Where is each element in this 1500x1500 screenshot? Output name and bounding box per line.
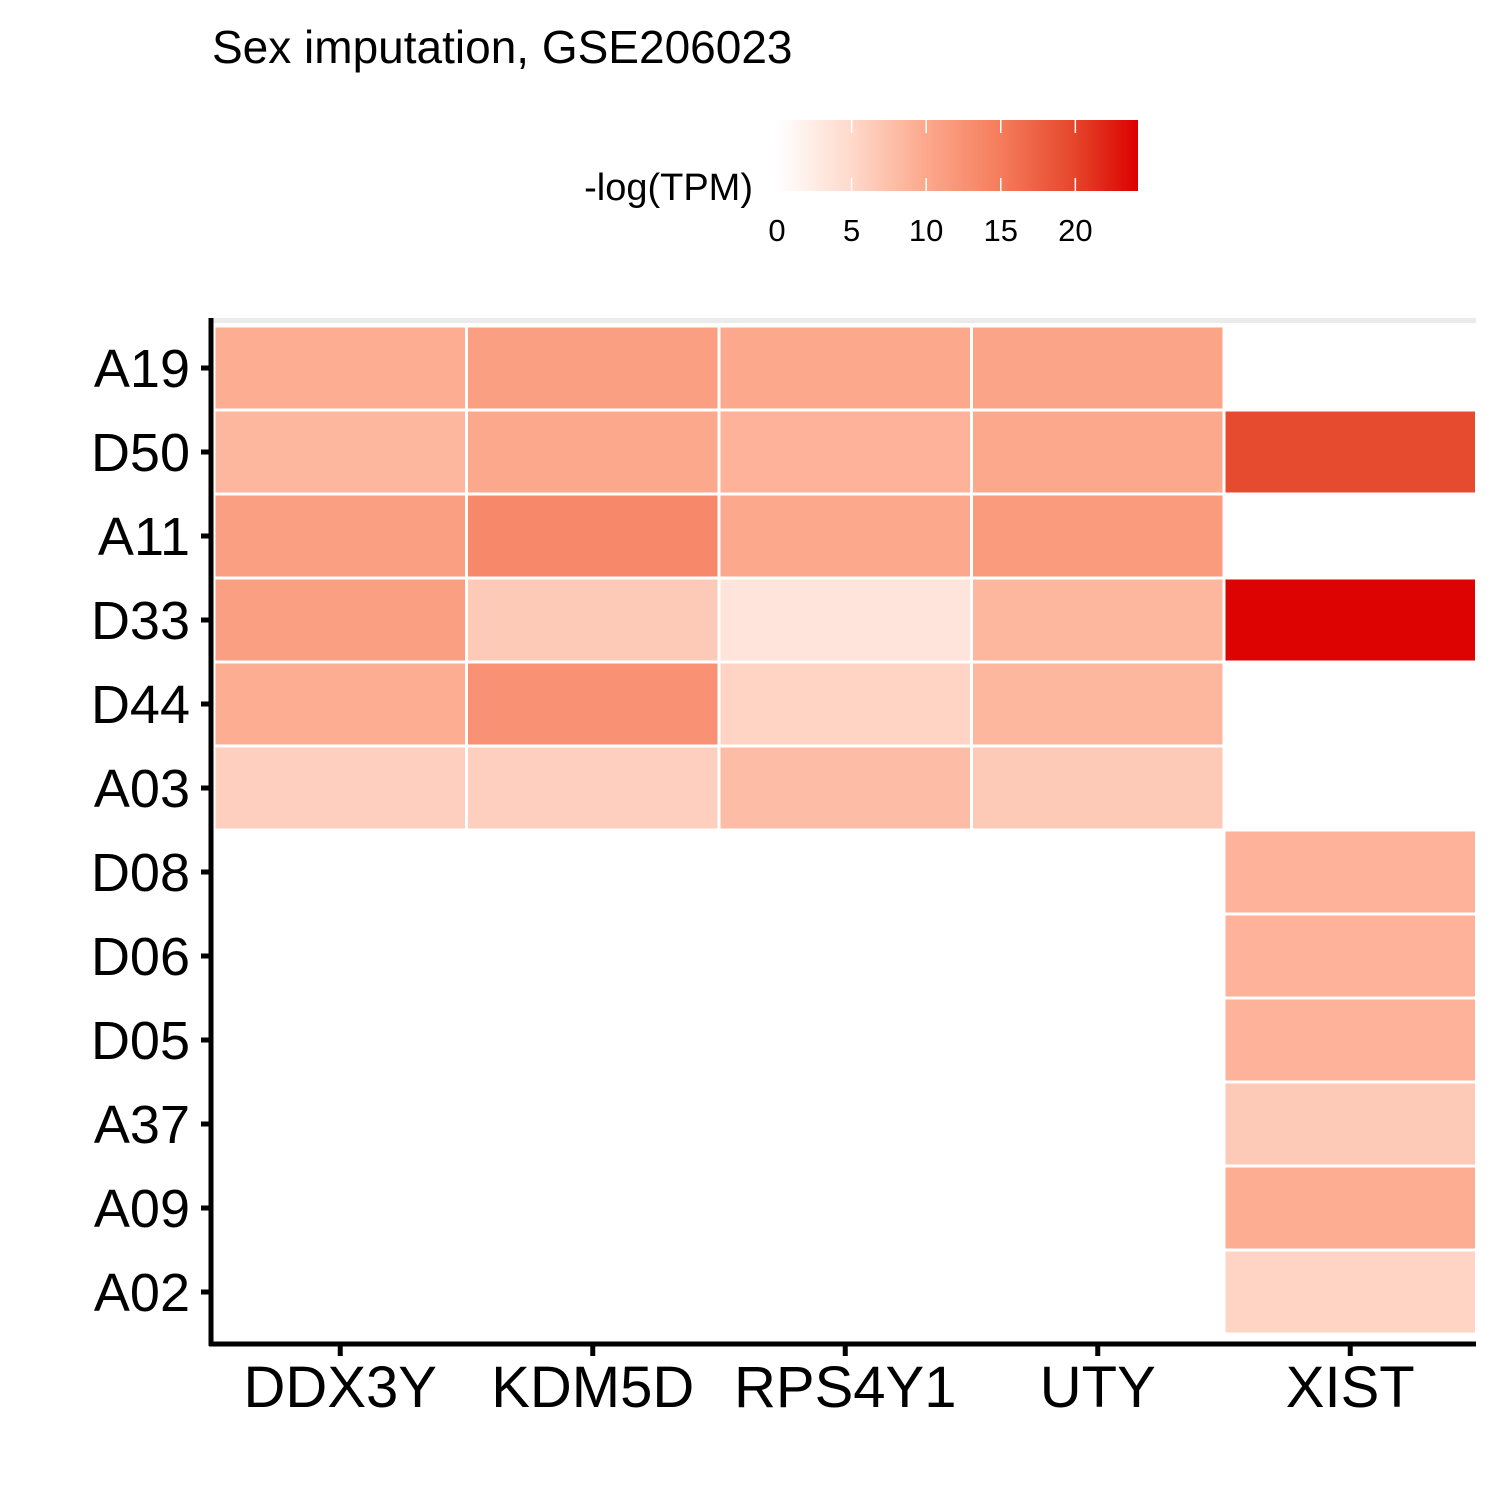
legend-tick-label: 5: [843, 213, 860, 248]
y-tick-label: A19: [94, 339, 190, 399]
heatmap-cell: [1222, 912, 1478, 1000]
heatmap-cell: [465, 1248, 721, 1336]
heatmap-cell: [465, 996, 721, 1084]
heatmap-cell: [970, 1080, 1226, 1168]
legend-tick-label: 20: [1058, 213, 1092, 248]
heatmap-cell: [465, 324, 721, 412]
heatmap-cell: [717, 660, 973, 748]
heatmap-cell: [970, 996, 1226, 1084]
heatmap-cell: [212, 576, 468, 664]
heatmap-cell: [212, 408, 468, 496]
heatmap-cell: [465, 828, 721, 916]
color-legend: -log(TPM) 0 5 10 15 20: [584, 120, 1138, 248]
heatmap-cell: [212, 324, 468, 412]
heatmap-cell: [970, 324, 1226, 412]
heatmap-cell: [970, 576, 1226, 664]
heatmap-cell: [465, 660, 721, 748]
heatmap-cell: [465, 492, 721, 580]
heatmap-cell: [212, 1164, 468, 1252]
heatmap-cell: [717, 324, 973, 412]
heatmap-cell: [970, 492, 1226, 580]
heatmap-cell: [212, 492, 468, 580]
heatmap-cell: [1222, 828, 1478, 916]
x-tick-label: DDX3Y: [244, 1355, 437, 1420]
y-tick-label: A11: [98, 507, 190, 567]
legend-colorbar: [777, 120, 1138, 191]
legend-tick-label: 0: [768, 213, 785, 248]
heatmap-cell: [717, 1164, 973, 1252]
heatmap-cell: [1222, 660, 1478, 748]
y-axis: A19 D50 A11 D33 D44 A03 D08 D06 D05 A37 A09 A02: [91, 339, 211, 1323]
chart-title: Sex imputation, GSE206023: [212, 21, 792, 73]
heatmap-cell: [212, 660, 468, 748]
heatmap-cell: [1222, 1080, 1478, 1168]
x-axis: DDX3Y KDM5D RPS4Y1 UTY XIST: [244, 1344, 1415, 1420]
heatmap-cell: [970, 1248, 1226, 1336]
heatmap-cell: [465, 408, 721, 496]
heatmap-cell: [212, 828, 468, 916]
heatmap-cell: [1222, 576, 1478, 664]
heatmap-cell: [717, 828, 973, 916]
heatmap-cell: [465, 1080, 721, 1168]
heatmap-cell: [465, 744, 721, 832]
heatmap-cell: [1222, 492, 1478, 580]
y-tick-label: A09: [94, 1179, 190, 1239]
heatmap-cell: [212, 1080, 468, 1168]
heatmap-cell: [465, 912, 721, 1000]
heatmap-cell: [717, 744, 973, 832]
heatmap-cell: [212, 744, 468, 832]
y-tick-label: A02: [94, 1263, 190, 1323]
heatmap-cell: [465, 576, 721, 664]
x-tick-label: UTY: [1040, 1355, 1156, 1420]
heatmap-cell: [717, 576, 973, 664]
x-tick-label: KDM5D: [491, 1355, 694, 1420]
y-tick-label: D50: [91, 423, 190, 483]
x-tick-label: RPS4Y1: [734, 1355, 956, 1420]
legend-tick-label: 15: [984, 213, 1018, 248]
heatmap-cell: [1222, 744, 1478, 832]
heatmap-cell: [970, 660, 1226, 748]
heatmap-cell: [717, 912, 973, 1000]
heatmap-cell: [717, 492, 973, 580]
legend-ticks: 0 5 10 15 20: [768, 120, 1093, 248]
heatmap-cell: [970, 1164, 1226, 1252]
y-tick-label: D05: [91, 1011, 190, 1071]
heatmap-cell: [970, 828, 1226, 916]
plot-panel: A19 D50 A11 D33 D44 A03 D08 D06 D05 A37 A09 A02 DDX…: [91, 318, 1478, 1420]
heatmap-cell: [717, 996, 973, 1084]
panel-top-strip: [212, 318, 1476, 323]
heatmap-cell: [212, 912, 468, 1000]
heatmap-cells: [212, 324, 1478, 1336]
legend-tick-label: 10: [909, 213, 943, 248]
heatmap-cell: [970, 912, 1226, 1000]
y-tick-label: D08: [91, 843, 190, 903]
heatmap-cell: [717, 408, 973, 496]
heatmap-cell: [1222, 996, 1478, 1084]
legend-title: -log(TPM): [584, 167, 753, 209]
heatmap-cell: [1222, 324, 1478, 412]
x-tick-label: XIST: [1286, 1355, 1415, 1420]
heatmap-cell: [970, 408, 1226, 496]
y-tick-label: D33: [91, 591, 190, 651]
heatmap-cell: [1222, 1248, 1478, 1336]
heatmap-cell: [1222, 408, 1478, 496]
heatmap-cell: [970, 744, 1226, 832]
heatmap-cell: [717, 1080, 973, 1168]
heatmap-cell: [465, 1164, 721, 1252]
heatmap-cell: [1222, 1164, 1478, 1252]
y-tick-label: A37: [94, 1095, 190, 1155]
heatmap-cell: [717, 1248, 973, 1336]
heatmap-cell: [212, 996, 468, 1084]
y-tick-label: A03: [94, 759, 190, 819]
y-tick-label: D06: [91, 927, 190, 987]
y-tick-label: D44: [91, 675, 190, 735]
heatmap-cell: [212, 1248, 468, 1336]
